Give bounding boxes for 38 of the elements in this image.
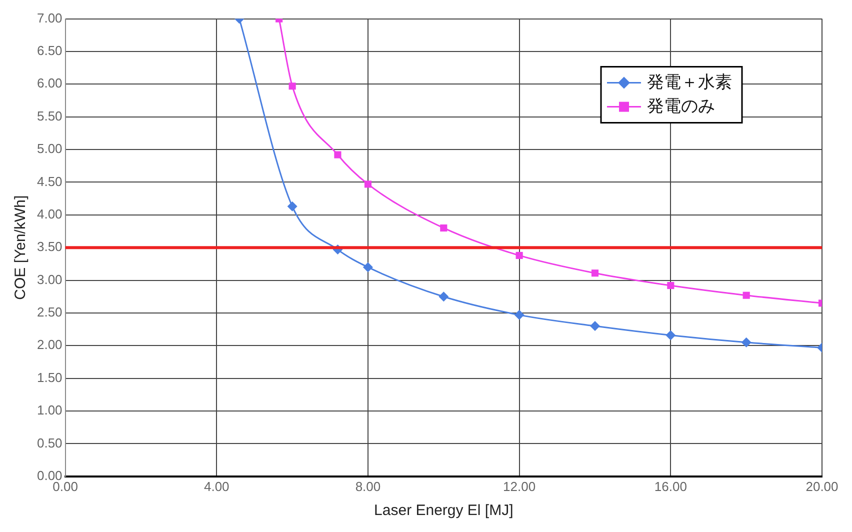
point bbox=[287, 201, 298, 212]
point bbox=[334, 151, 342, 158]
point bbox=[514, 310, 524, 320]
point bbox=[666, 330, 676, 340]
y-tick-label: 1.00 bbox=[36, 402, 62, 418]
y-tick-label: 0.50 bbox=[36, 435, 62, 450]
legend-label: 発電のみ bbox=[647, 96, 715, 116]
y-tick-label: 2.00 bbox=[36, 337, 62, 352]
y-tick-label: 3.50 bbox=[36, 239, 62, 254]
y-tick-label: 7.00 bbox=[36, 10, 62, 26]
x-tick-label: 20.00 bbox=[806, 478, 838, 494]
y-tick-label: 5.50 bbox=[36, 108, 62, 124]
y-axis-title: COE [Yen/kWh] bbox=[12, 195, 30, 300]
x-tick-label: 8.00 bbox=[355, 478, 381, 494]
point bbox=[590, 321, 600, 332]
point bbox=[742, 292, 750, 299]
point bbox=[667, 282, 674, 290]
point bbox=[362, 262, 373, 272]
x-tick-label: 16.00 bbox=[654, 478, 687, 494]
point bbox=[591, 270, 599, 277]
y-tick-label: 2.50 bbox=[36, 304, 62, 320]
point bbox=[288, 82, 296, 90]
point bbox=[516, 252, 523, 259]
y-tick-label: 6.50 bbox=[36, 43, 62, 58]
point bbox=[438, 292, 449, 302]
y-tick-label: 3.00 bbox=[36, 272, 62, 287]
y-tick-label: 4.50 bbox=[36, 174, 62, 189]
y-tick-label: 1.50 bbox=[36, 370, 62, 385]
point bbox=[741, 337, 752, 348]
point bbox=[364, 180, 372, 188]
point bbox=[440, 224, 448, 232]
x-tick-label: 4.00 bbox=[204, 478, 230, 494]
y-tick-label: 6.00 bbox=[36, 76, 62, 91]
y-tick-label: 4.00 bbox=[36, 206, 62, 222]
y-tick-label: 5.00 bbox=[36, 141, 62, 156]
legend-label: 発電＋水素 bbox=[647, 72, 732, 92]
x-axis-title: Laser Energy El [MJ] bbox=[374, 502, 514, 520]
x-tick-label: 12.00 bbox=[503, 478, 536, 494]
